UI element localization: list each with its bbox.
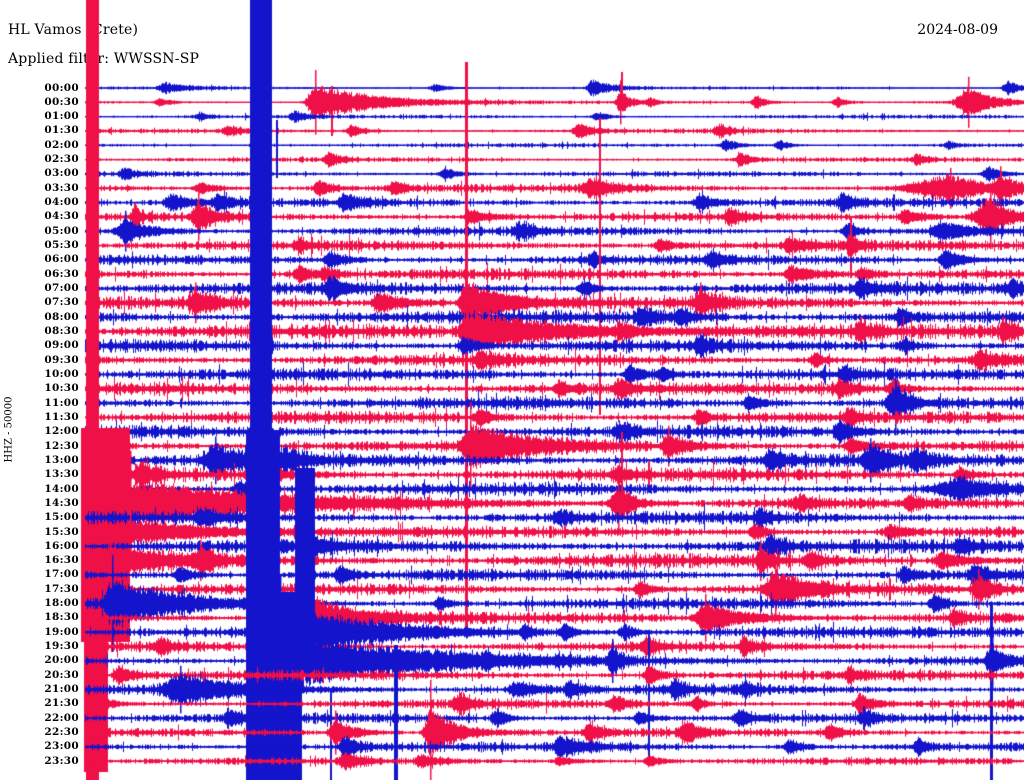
time-label: 23:00 — [44, 740, 79, 753]
time-label: 07:30 — [44, 296, 79, 309]
time-label: 06:00 — [44, 253, 79, 266]
time-label: 23:30 — [44, 754, 79, 767]
time-label: 10:30 — [44, 382, 79, 395]
time-label: 04:00 — [44, 196, 79, 209]
time-label: 22:00 — [44, 711, 79, 724]
time-label: 00:00 — [44, 81, 79, 94]
time-label: 05:30 — [44, 239, 79, 252]
time-label: 14:00 — [44, 482, 79, 495]
time-label: 06:30 — [44, 267, 79, 280]
time-label: 08:00 — [44, 310, 79, 323]
time-label: 01:30 — [44, 124, 79, 137]
time-label: 17:00 — [44, 568, 79, 581]
time-label: 12:00 — [44, 425, 79, 438]
time-label: 14:30 — [44, 496, 79, 509]
time-label: 19:30 — [44, 640, 79, 653]
time-label: 03:00 — [44, 167, 79, 180]
time-label: 17:30 — [44, 582, 79, 595]
time-label: 22:30 — [44, 726, 79, 739]
time-label: 16:30 — [44, 554, 79, 567]
time-label: 13:30 — [44, 468, 79, 481]
time-label: 08:30 — [44, 324, 79, 337]
time-label: 20:00 — [44, 654, 79, 667]
time-label: 19:00 — [44, 625, 79, 638]
time-label: 20:30 — [44, 668, 79, 681]
time-label: 13:00 — [44, 453, 79, 466]
time-label: 09:30 — [44, 353, 79, 366]
time-label: 18:30 — [44, 611, 79, 624]
time-label: 04:30 — [44, 210, 79, 223]
time-label: 01:00 — [44, 110, 79, 123]
time-label: 05:00 — [44, 224, 79, 237]
time-label: 16:00 — [44, 539, 79, 552]
time-label: 15:00 — [44, 511, 79, 524]
time-label: 09:00 — [44, 339, 79, 352]
time-label: 11:30 — [44, 410, 79, 423]
time-label: 21:30 — [44, 697, 79, 710]
time-label: 11:00 — [44, 396, 79, 409]
time-label: 03:30 — [44, 181, 79, 194]
time-label: 18:00 — [44, 597, 79, 610]
time-label: 10:00 — [44, 367, 79, 380]
time-label: 15:30 — [44, 525, 79, 538]
time-label: 02:30 — [44, 153, 79, 166]
time-label: 21:00 — [44, 683, 79, 696]
time-label: 00:30 — [44, 95, 79, 108]
time-axis: 00:00 00:30 01:00 01:30 02:00 02:30 03:00 03:30… — [0, 0, 80, 780]
time-label: 12:30 — [44, 439, 79, 452]
time-label: 07:00 — [44, 282, 79, 295]
date-label: 2024-08-09 — [917, 22, 998, 38]
time-label: 02:00 — [44, 138, 79, 151]
